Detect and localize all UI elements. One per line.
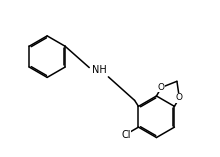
- Text: NH: NH: [92, 65, 106, 75]
- Text: Cl: Cl: [121, 130, 131, 140]
- Text: O: O: [158, 83, 165, 92]
- Text: O: O: [176, 93, 183, 102]
